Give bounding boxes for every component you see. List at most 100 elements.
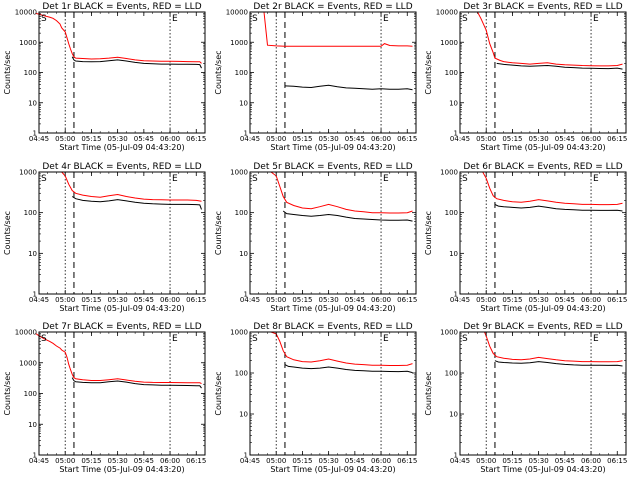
y-axis-label: Counts/sec [214, 50, 223, 94]
x-tick-label: 05:00 [266, 135, 286, 143]
plot-frame [459, 11, 627, 134]
x-tick-label: 06:15 [397, 135, 417, 143]
y-tick-label: 10 [28, 99, 37, 107]
y-tick-label: 100 [235, 209, 248, 217]
x-tick-label: 06:15 [397, 457, 417, 465]
plot-frame [459, 171, 627, 295]
panel-title: Det 3r BLACK = Events, RED = LLD [463, 2, 622, 12]
x-tick-label: 06:00 [371, 135, 391, 143]
y-tick-label: 1 [244, 291, 248, 299]
series-line-red [61, 171, 202, 202]
start-marker-label: S [41, 174, 47, 184]
x-tick-label: 05:45 [134, 135, 154, 143]
y-axis-label: Counts/sec [3, 211, 12, 255]
end-marker-label: E [383, 174, 389, 184]
series-line-black [71, 56, 202, 69]
x-tick-label: 04:45 [29, 135, 49, 143]
y-tick-label: 10 [449, 411, 458, 419]
y-tick-label: 1000 [19, 39, 37, 47]
x-tick-label: 05:45 [345, 135, 365, 143]
x-axis-label: Start Time (05-Jul-09 04:43:20) [480, 304, 605, 313]
panel-det-7: Det 7r BLACK = Events, RED = LLD 1 10 100 10… [3, 322, 206, 474]
plot-frame [249, 11, 417, 134]
x-axis-label: Start Time (05-Jul-09 04:43:20) [270, 143, 395, 152]
x-tick-label: 05:30 [319, 296, 339, 304]
y-tick-label: 1 [454, 452, 458, 460]
x-tick-label: 05:15 [81, 296, 101, 304]
panel-det-6: Det 6r BLACK = Events, RED = LLD 1 10 100 10… [424, 162, 627, 313]
x-tick-label: 06:00 [581, 457, 601, 465]
start-marker-label: S [41, 14, 47, 24]
x-tick-label: 05:45 [555, 457, 575, 465]
x-tick-label: 06:00 [581, 135, 601, 143]
x-axis-label: Start Time (05-Jul-09 04:43:20) [270, 304, 395, 313]
plot-frame [38, 171, 206, 295]
x-tick-label: 05:00 [476, 135, 496, 143]
x-tick-label: 05:00 [476, 457, 496, 465]
panel-title: Det 7r BLACK = Events, RED = LLD [42, 322, 201, 332]
series-line-black [494, 203, 623, 212]
start-marker-label: S [252, 174, 258, 184]
y-tick-label: 100 [445, 69, 458, 77]
x-tick-label: 05:30 [529, 296, 549, 304]
panel-title: Det 9r BLACK = Events, RED = LLD [463, 322, 622, 332]
y-tick-label: 1 [33, 130, 37, 138]
x-tick-label: 05:45 [345, 457, 365, 465]
x-tick-label: 05:30 [529, 457, 549, 465]
y-tick-label: 1 [454, 291, 458, 299]
panel-title: Det 5r BLACK = Events, RED = LLD [253, 162, 412, 172]
start-marker-label: S [462, 14, 468, 24]
y-tick-label: 10 [449, 250, 458, 258]
start-marker-label: S [252, 14, 258, 24]
y-tick-label: 1000 [230, 39, 248, 47]
x-tick-label: 05:00 [266, 457, 286, 465]
panel-title: Det 1r BLACK = Events, RED = LLD [42, 2, 201, 12]
plot-frame [249, 331, 417, 456]
plot-frame [38, 331, 206, 456]
x-tick-label: 06:00 [160, 296, 180, 304]
x-tick-label: 05:15 [81, 457, 101, 465]
x-tick-label: 04:45 [450, 296, 470, 304]
panel-det-3: Det 3r BLACK = Events, RED = LLD 1 10 100 10… [424, 2, 627, 152]
y-tick-label: 10000 [436, 9, 458, 17]
y-tick-label: 1 [454, 130, 458, 138]
series-line-black [284, 364, 413, 374]
x-tick-label: 05:45 [555, 135, 575, 143]
panel-title: Det 6r BLACK = Events, RED = LLD [463, 162, 622, 172]
y-tick-label: 100 [445, 209, 458, 217]
series-line-red [270, 171, 413, 214]
series-line-red [482, 171, 623, 206]
end-marker-label: E [593, 14, 599, 24]
series-line-red [35, 332, 202, 385]
y-axis-label: Counts/sec [424, 211, 433, 255]
y-tick-label: 1000 [19, 359, 37, 367]
x-tick-label: 05:00 [55, 296, 75, 304]
x-tick-label: 05:30 [108, 457, 128, 465]
end-marker-label: E [593, 334, 599, 344]
x-tick-label: 05:45 [345, 296, 365, 304]
x-tick-label: 06:00 [371, 457, 391, 465]
y-tick-label: 10 [239, 411, 248, 419]
y-tick-label: 1 [244, 452, 248, 460]
x-tick-label: 05:00 [476, 296, 496, 304]
x-tick-label: 05:45 [555, 296, 575, 304]
panel-det-9: Det 9r BLACK = Events, RED = LLD 1 10 100 10… [424, 322, 627, 474]
x-tick-label: 05:15 [502, 457, 522, 465]
x-tick-label: 05:30 [529, 135, 549, 143]
x-tick-label: 06:00 [371, 296, 391, 304]
x-tick-label: 05:00 [55, 457, 75, 465]
y-axis-label: Counts/sec [3, 371, 12, 415]
x-tick-label: 05:30 [108, 135, 128, 143]
x-tick-label: 06:00 [160, 457, 180, 465]
y-tick-label: 1 [33, 291, 37, 299]
y-axis-label: Counts/sec [424, 371, 433, 415]
x-axis-label: Start Time (05-Jul-09 04:43:20) [270, 465, 395, 474]
start-marker-label: S [252, 334, 258, 344]
y-tick-label: 10000 [15, 329, 37, 337]
x-tick-label: 06:00 [581, 296, 601, 304]
y-tick-label: 10000 [226, 9, 248, 17]
series-line-black [284, 84, 413, 91]
x-tick-label: 05:15 [81, 135, 101, 143]
series-line-black [71, 196, 202, 210]
